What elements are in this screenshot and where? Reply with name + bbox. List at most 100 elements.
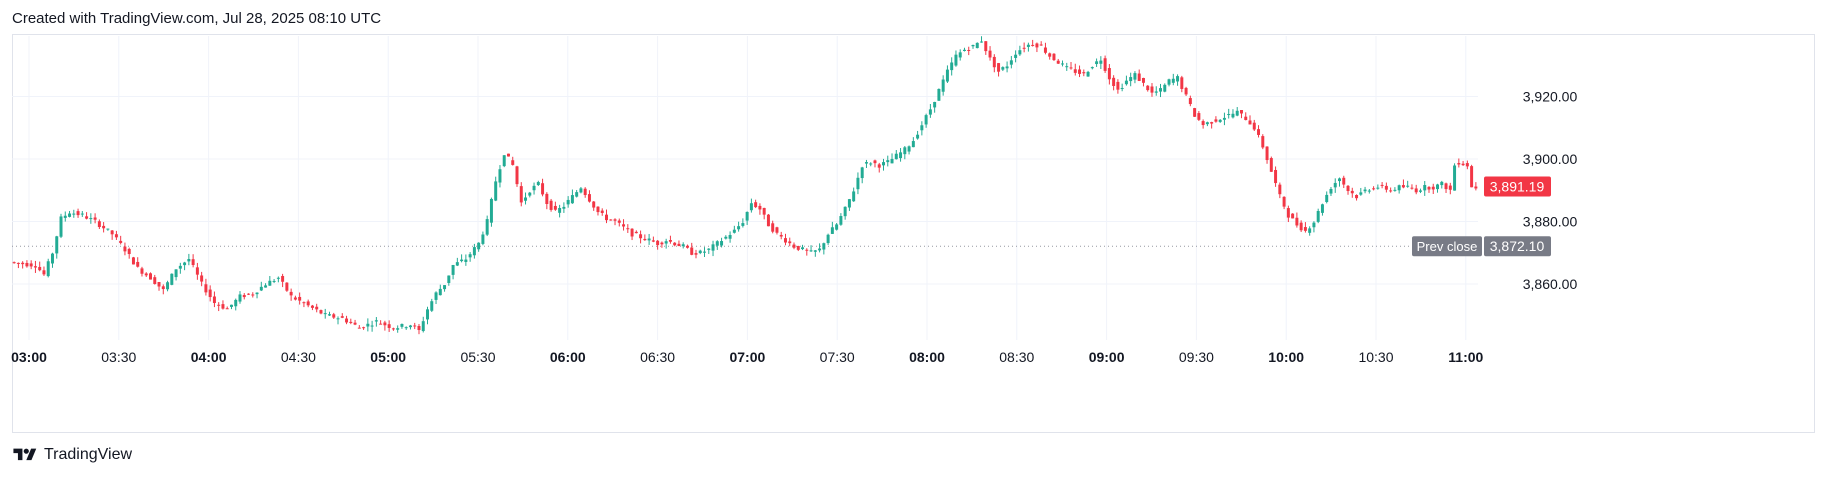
candle-body — [1116, 81, 1120, 90]
candle-body — [745, 211, 749, 221]
candle-body — [587, 194, 591, 202]
candle-body — [391, 328, 395, 330]
candle-body — [613, 219, 617, 221]
candle-body — [511, 160, 515, 165]
candle-body — [958, 52, 962, 58]
candle-body — [408, 325, 412, 328]
candle-body — [1367, 190, 1371, 192]
candle-body — [1261, 136, 1265, 148]
candle-body — [1397, 185, 1401, 191]
prev-close-value-badge — [1484, 236, 1551, 257]
candle-body — [886, 160, 890, 163]
candle-body — [387, 324, 391, 328]
candle-body — [281, 276, 285, 282]
candle-body — [502, 155, 506, 167]
candle-body — [357, 327, 361, 329]
candle-body — [1014, 54, 1018, 58]
candle-body — [229, 304, 233, 307]
candle-body — [340, 316, 344, 318]
candle-body — [123, 246, 127, 252]
candle-body — [1052, 53, 1056, 61]
candle-body — [1124, 80, 1128, 85]
candle-body — [822, 243, 826, 250]
candle-body — [1026, 44, 1030, 47]
candle-body — [396, 328, 400, 330]
candle-body — [59, 216, 63, 237]
candle-body — [698, 250, 702, 254]
candle-body — [1065, 66, 1069, 68]
candle-body — [238, 294, 242, 302]
candle-body — [362, 327, 366, 329]
candle-body — [400, 323, 404, 327]
candle-body — [651, 240, 655, 242]
candle-body — [792, 244, 796, 248]
candle-body — [38, 266, 42, 271]
candle-body — [1090, 67, 1094, 69]
candle-body — [76, 211, 80, 216]
candle-body — [68, 213, 72, 217]
candle-body — [771, 223, 775, 232]
candle-body — [50, 253, 54, 264]
candle-body — [1205, 122, 1209, 125]
candle-body — [1303, 227, 1307, 231]
candle-body — [1346, 185, 1350, 192]
candle-body — [417, 325, 421, 331]
candle-body — [285, 282, 289, 291]
candle-body — [1201, 121, 1205, 126]
candle-body — [191, 259, 195, 265]
candle-body — [1244, 116, 1248, 121]
candle-body — [166, 282, 170, 290]
chart-frame[interactable] — [12, 34, 1815, 433]
candle-body — [1099, 60, 1103, 64]
candle-body — [1069, 67, 1073, 69]
x-axis-tick-label: 06:00 — [550, 349, 586, 365]
candle-body — [319, 310, 323, 314]
candle-body — [830, 227, 834, 234]
candle-body — [1372, 188, 1376, 190]
candle-body — [907, 146, 911, 152]
candle-body — [200, 275, 204, 282]
candle-body — [289, 291, 293, 296]
candle-body — [809, 250, 813, 252]
candle-body — [950, 62, 954, 71]
x-axis-tick-label: 09:00 — [1089, 349, 1125, 365]
candle-body — [515, 166, 519, 185]
candle-body — [1312, 222, 1316, 228]
candle-body — [890, 158, 894, 164]
candle-body — [1210, 122, 1214, 124]
candle-body — [217, 304, 221, 306]
candle-body — [1320, 204, 1324, 213]
candle-body — [622, 224, 626, 227]
candle-body — [1274, 169, 1278, 184]
candle-body — [72, 213, 76, 215]
candle-body — [715, 241, 719, 246]
candle-body — [315, 306, 319, 310]
candle-body — [1423, 185, 1427, 191]
candle-body — [724, 236, 728, 239]
candle-body — [345, 318, 349, 323]
candle-body — [1184, 87, 1188, 95]
candle-body — [421, 321, 425, 332]
candle-body — [29, 263, 33, 267]
candle-body — [443, 285, 447, 290]
candle-body — [1257, 129, 1261, 135]
candle-body — [1248, 120, 1252, 125]
candle-body — [813, 250, 817, 252]
candle-body — [1401, 185, 1405, 188]
candle-body — [323, 313, 327, 315]
candle-body — [106, 228, 110, 230]
candle-body — [1406, 185, 1410, 187]
candle-body — [894, 153, 898, 160]
candle-body — [984, 41, 988, 52]
candle-body — [1389, 190, 1393, 192]
candle-body — [1333, 182, 1337, 188]
candle-body — [754, 202, 758, 208]
candle-body — [114, 234, 118, 238]
candle-body — [25, 262, 29, 267]
x-axis-tick-label: 08:00 — [909, 349, 945, 365]
candle-body — [928, 109, 932, 115]
candle-body — [447, 275, 451, 283]
candle-body — [677, 243, 681, 247]
candle-body — [737, 226, 741, 230]
